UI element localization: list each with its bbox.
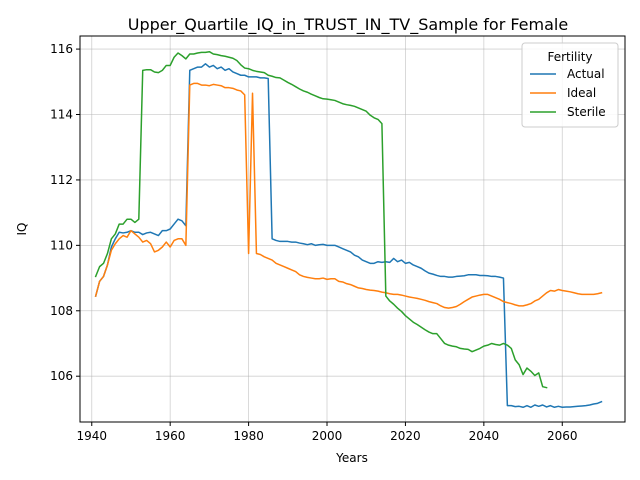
x-tick-label: 1980 [233,429,264,443]
chart-title: Upper_Quartile_IQ_in_TRUST_IN_TV_Sample … [128,15,568,35]
y-tick-label: 112 [50,173,73,187]
y-tick-label: 108 [50,304,73,318]
x-tick-label: 2040 [469,429,500,443]
legend-label-sterile: Sterile [567,105,606,119]
x-tick-label: 1960 [155,429,186,443]
y-tick-label: 116 [50,42,73,56]
legend-label-ideal: Ideal [567,86,596,100]
legend-title: Fertility [547,50,592,64]
y-axis-title: IQ [15,223,29,236]
y-tick-label: 110 [50,238,73,252]
legend-label-actual: Actual [567,67,605,81]
x-tick-label: 2060 [547,429,578,443]
x-tick-label: 2020 [390,429,421,443]
x-tick-label: 2000 [312,429,343,443]
y-tick-label: 114 [50,108,73,122]
x-axis-title: Years [335,451,368,465]
x-tick-label: 1940 [76,429,107,443]
legend: Fertility Actual Ideal Sterile [522,43,618,127]
y-tick-label: 106 [50,369,73,383]
